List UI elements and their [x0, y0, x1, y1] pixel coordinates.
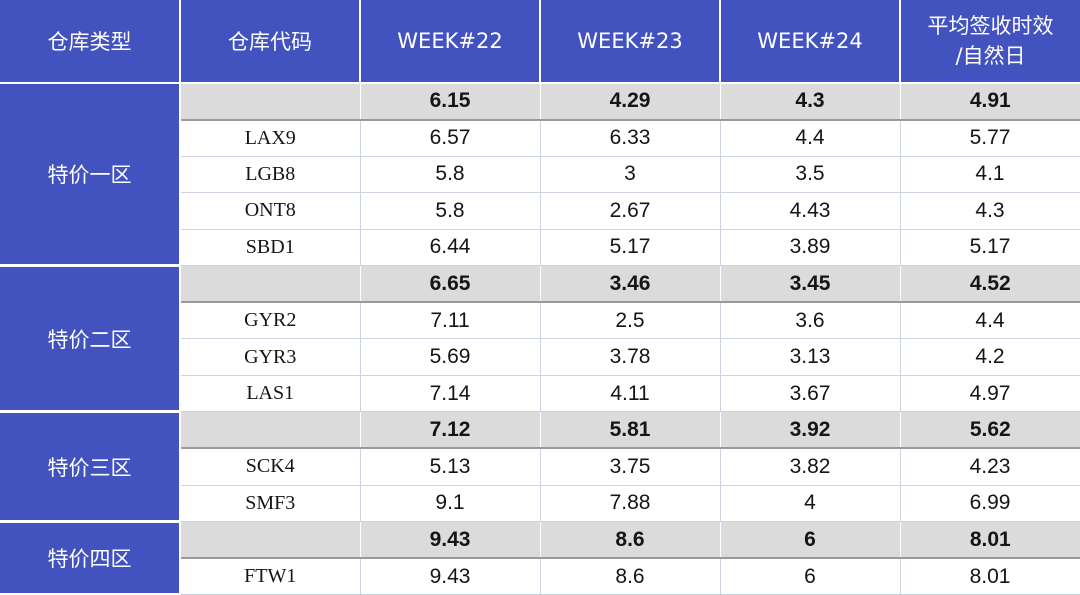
warehouse-code-cell: LGB8	[179, 155, 361, 194]
summary-value-cell: 8.01	[900, 521, 1080, 560]
warehouse-code-cell: GYR3	[179, 338, 361, 376]
value-cell: 3.5	[719, 155, 901, 194]
value-cell: 4.23	[899, 447, 1080, 486]
table-row: LAS1 7.14 4.11 3.67 4.97	[0, 374, 1080, 413]
value-cell: 3.78	[539, 338, 721, 376]
value-cell: 3.13	[719, 338, 901, 376]
summary-value-cell: 4.3	[720, 82, 901, 121]
summary-row: 特价一区 6.15 4.29 4.3 4.91	[0, 82, 1080, 268]
value-cell: 4	[719, 484, 901, 523]
warehouse-code-cell: SMF3	[179, 484, 361, 523]
summary-row: 特价三区 7.12 5.81 3.92 5.62	[0, 411, 1080, 524]
value-cell: 3.75	[539, 447, 721, 486]
value-cell: 5.8	[359, 192, 541, 230]
header-week-23: WEEK#23	[540, 0, 721, 84]
value-cell: 4.4	[899, 301, 1080, 340]
value-cell: 4.1	[899, 155, 1080, 194]
value-cell: 7.14	[359, 374, 541, 413]
value-cell: 6.44	[359, 228, 541, 267]
value-cell: 2.5	[539, 301, 721, 340]
summary-value-cell: 6	[720, 521, 901, 560]
value-cell: 9.43	[359, 557, 541, 595]
header-week-24: WEEK#24	[720, 0, 901, 84]
summary-value-cell: 6.65	[360, 265, 541, 304]
table-row: FTW1 9.43 8.6 6 8.01	[0, 557, 1080, 595]
summary-value-cell: 3.92	[720, 411, 901, 450]
value-cell: 3.67	[719, 374, 901, 413]
summary-value-cell: 4.52	[900, 265, 1080, 304]
warehouse-code-cell: ONT8	[179, 192, 361, 230]
summary-value-cell: 6.15	[360, 82, 541, 121]
value-cell: 4.4	[719, 119, 901, 157]
value-cell: 4.3	[899, 192, 1080, 230]
warehouse-code-cell: LAX9	[179, 119, 361, 157]
value-cell: 8.01	[899, 557, 1080, 595]
value-cell: 4.43	[719, 192, 901, 230]
value-cell: 5.13	[359, 447, 541, 486]
summary-value-cell: 5.62	[900, 411, 1080, 450]
header-avg-signoff-days: 平均签收时效 /自然日	[900, 0, 1080, 84]
warehouse-type-cell: 特价三区	[0, 411, 181, 524]
value-cell: 6.99	[899, 484, 1080, 523]
warehouse-type-cell: 特价一区	[0, 83, 181, 268]
value-cell: 5.69	[359, 338, 541, 376]
summary-value-cell: 5.81	[540, 411, 721, 450]
table-header: 仓库类型 仓库代码 WEEK#22 WEEK#23 WEEK#24 平均签收时效…	[0, 0, 1080, 84]
value-cell: 6.57	[359, 119, 541, 157]
warehouse-code-cell: SCK4	[179, 447, 361, 486]
summary-value-cell: 3.46	[540, 265, 721, 304]
value-cell: 3.6	[719, 301, 901, 340]
value-cell: 3.82	[719, 447, 901, 486]
table-row: SBD1 6.44 5.17 3.89 5.17	[0, 228, 1080, 267]
table-body: 特价一区 6.15 4.29 4.3 4.91 LAX9 6.57 6.33 4.4 5.77 LG…	[0, 82, 1080, 595]
header-week-22: WEEK#22	[360, 0, 541, 84]
value-cell: 5.17	[899, 228, 1080, 267]
summary-value-cell: 9.43	[360, 521, 541, 560]
summary-row: 特价四区 9.43 8.6 6 8.01	[0, 521, 1080, 595]
summary-value-cell: 8.6	[540, 521, 721, 560]
value-cell: 3	[539, 155, 721, 194]
value-cell: 5.77	[899, 119, 1080, 157]
value-cell: 5.17	[539, 228, 721, 267]
warehouse-code-cell: LAS1	[179, 374, 361, 413]
value-cell: 7.11	[359, 301, 541, 340]
header-row: 仓库类型 仓库代码 WEEK#22 WEEK#23 WEEK#24 平均签收时效…	[0, 0, 1080, 84]
summary-row: 特价二区 6.65 3.46 3.45 4.52	[0, 265, 1080, 414]
warehouse-code-cell: FTW1	[179, 557, 361, 595]
summary-value-cell: 4.91	[900, 82, 1080, 121]
value-cell: 9.1	[359, 484, 541, 523]
value-cell: 6	[719, 557, 901, 595]
value-cell: 8.6	[539, 557, 721, 595]
table-row: GYR3 5.69 3.78 3.13 4.2	[0, 338, 1080, 376]
table-row: SMF3 9.1 7.88 4 6.99	[0, 484, 1080, 523]
warehouse-type-cell: 特价四区	[0, 521, 181, 595]
value-cell: 5.8	[359, 155, 541, 194]
value-cell: 4.2	[899, 338, 1080, 376]
warehouse-type-cell: 特价二区	[0, 265, 181, 414]
summary-code-blank-cell	[180, 82, 361, 121]
header-warehouse-code: 仓库代码	[180, 0, 361, 84]
table-row: LAX9 6.57 6.33 4.4 5.77	[0, 119, 1080, 157]
value-cell: 6.33	[539, 119, 721, 157]
summary-value-cell: 4.29	[540, 82, 721, 121]
value-cell: 4.97	[899, 374, 1080, 413]
warehouse-code-cell: SBD1	[179, 228, 361, 267]
value-cell: 4.11	[539, 374, 721, 413]
summary-code-blank-cell	[180, 411, 361, 450]
table-row: GYR2 7.11 2.5 3.6 4.4	[0, 301, 1080, 340]
warehouse-code-cell: GYR2	[179, 301, 361, 340]
summary-value-cell: 7.12	[360, 411, 541, 450]
value-cell: 2.67	[539, 192, 721, 230]
summary-code-blank-cell	[180, 521, 361, 560]
summary-code-blank-cell	[180, 265, 361, 304]
summary-value-cell: 3.45	[720, 265, 901, 304]
value-cell: 3.89	[719, 228, 901, 267]
value-cell: 7.88	[539, 484, 721, 523]
header-warehouse-type: 仓库类型	[0, 0, 181, 84]
